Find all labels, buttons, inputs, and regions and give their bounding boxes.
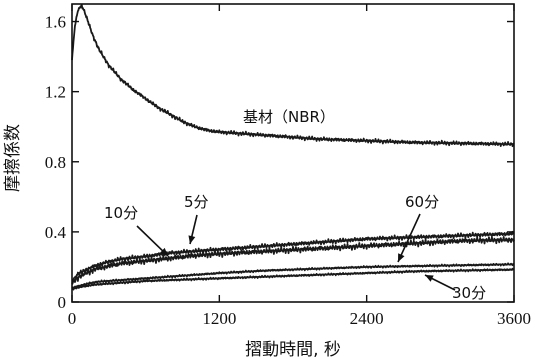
series-line-1: [71, 230, 515, 283]
y-tick-label: 1.6: [45, 13, 66, 32]
series-line-0: [71, 4, 515, 148]
series-label-5min: 5分: [184, 193, 209, 211]
series-labels: 基材（NBR） 10分 5分 60分 30分: [104, 108, 486, 302]
plot-frame: [71, 3, 515, 303]
series-label-5min-arrowhead: [188, 235, 196, 244]
y-tick-label: 0.4: [45, 223, 67, 242]
y-tick-label: 1.2: [45, 83, 66, 102]
plot-lines: [71, 4, 515, 291]
x-axis-label: 摺動時間, 秒: [245, 340, 341, 360]
ticks: 0 1200 2400 3600 0 0.4 0.8 1.2 1.6: [45, 4, 531, 328]
series-label-60min: 60分: [405, 193, 439, 211]
x-tick-label: 2400: [350, 309, 384, 328]
y-tick-label: 0.8: [45, 153, 66, 172]
series-label-30min: 30分: [452, 284, 486, 302]
series-line-3: [71, 262, 515, 289]
axes: [71, 3, 515, 303]
series-label-10min-arrowhead: [159, 247, 168, 256]
x-tick-label: 1200: [202, 309, 236, 328]
y-tick-label: 0: [58, 293, 67, 312]
x-tick-label: 0: [68, 309, 77, 328]
series-label-10min: 10分: [104, 204, 138, 222]
series-label-60min-arrowhead: [398, 253, 405, 262]
series-label-30min-arrowhead: [425, 275, 434, 282]
series-label-nbr: 基材（NBR）: [243, 108, 335, 126]
y-axis-label: 摩擦係数: [3, 124, 23, 192]
series-line-4: [71, 267, 515, 291]
series-label-60min-leader: [397, 213, 421, 263]
series-line-2: [71, 236, 515, 285]
x-tick-label: 3600: [497, 309, 531, 328]
